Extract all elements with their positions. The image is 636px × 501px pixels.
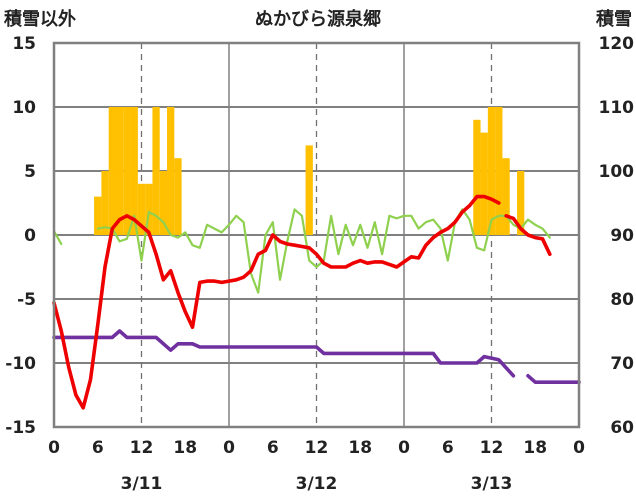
- x-tick-1: 6: [92, 438, 104, 458]
- snowfall-bar-2: [108, 107, 116, 235]
- y-right-tick-1: 110: [599, 98, 635, 118]
- snowfall-bar-9: [159, 171, 168, 235]
- y-left-tick-4: -5: [17, 290, 36, 310]
- y-right-tick-2: 100: [599, 162, 635, 182]
- date-label-1: 3/12: [296, 474, 338, 494]
- x-tick-4: 0: [223, 438, 235, 458]
- y-left-tick-3: 0: [24, 226, 36, 246]
- x-tick-7: 18: [348, 438, 372, 458]
- x-tick-12: 0: [573, 438, 585, 458]
- snowfall-bar-10: [167, 107, 175, 235]
- snowfall-bar-18: [517, 171, 525, 235]
- date-label-0: 3/11: [121, 474, 163, 494]
- snowfall-bar-3: [115, 107, 124, 235]
- snowfall-bar-1: [101, 171, 109, 235]
- y-left-tick-0: 15: [12, 34, 36, 54]
- snowfall-bar-15: [487, 107, 496, 235]
- snow_depth-line-0: [52, 329, 516, 378]
- y-right-tick-6: 60: [610, 418, 634, 438]
- snowfall-bar-12: [305, 145, 313, 235]
- x-tick-6: 12: [305, 438, 329, 458]
- snowfall-bar-14: [480, 132, 488, 235]
- temperature-line-1: [504, 214, 552, 256]
- left-axis-label: 積雪以外: [3, 8, 76, 30]
- x-tick-3: 18: [173, 438, 197, 458]
- y-right-tick-3: 90: [610, 226, 634, 246]
- snow_depth-line-1: [526, 373, 581, 385]
- snowfall-bar-7: [145, 183, 153, 235]
- series-lines: [52, 194, 581, 410]
- x-tick-5: 6: [267, 438, 279, 458]
- snowfall-bars: [94, 107, 525, 235]
- y-left-tick-2: 5: [24, 162, 36, 182]
- plot-frame: [52, 41, 581, 429]
- right-axis-label: 積雪: [595, 8, 632, 30]
- y-left-tick-5: -10: [5, 354, 36, 374]
- snowfall-bar-6: [137, 183, 146, 235]
- y-right-tick-0: 120: [599, 34, 635, 54]
- snowfall-bar-0: [94, 196, 102, 235]
- y-left-tick-6: -15: [5, 418, 36, 438]
- x-tick-9: 6: [442, 438, 454, 458]
- date-label-2: 3/13: [471, 474, 513, 494]
- y-right-tick-5: 70: [610, 354, 634, 374]
- x-tick-10: 12: [480, 438, 504, 458]
- snowfall-bar-16: [495, 107, 503, 235]
- x-tick-8: 0: [398, 438, 410, 458]
- snowfall-bar-17: [502, 158, 510, 235]
- y-right-tick-4: 80: [610, 290, 634, 310]
- x-tick-2: 12: [130, 438, 154, 458]
- chart-title: ぬかびら源泉郷: [255, 8, 381, 30]
- x-tick-0: 0: [48, 438, 60, 458]
- snowfall-bar-8: [152, 107, 160, 235]
- snowfall-bar-13: [473, 119, 481, 235]
- y-left-tick-1: 10: [12, 98, 36, 118]
- snowfall-bar-5: [130, 107, 138, 235]
- snowfall-bar-11: [174, 158, 182, 235]
- snowfall-bar-4: [123, 107, 131, 235]
- temperature-line-0: [52, 194, 501, 410]
- x-tick-11: 18: [523, 438, 547, 458]
